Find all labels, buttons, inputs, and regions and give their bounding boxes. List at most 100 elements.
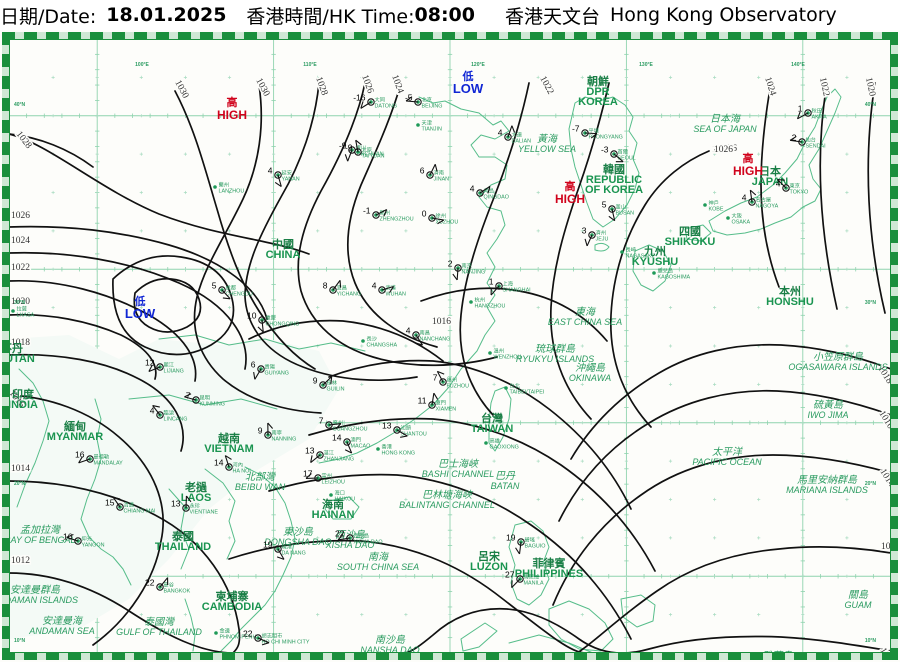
country-label-cn: 老撾 xyxy=(184,480,207,494)
station-marker xyxy=(703,203,707,207)
station-circle xyxy=(274,171,282,179)
station-temperature: 1 xyxy=(798,104,803,114)
grid-coordinate-label: 30°N xyxy=(14,300,26,306)
station-circle xyxy=(748,198,756,206)
station-name-cn: 鄭州 xyxy=(380,209,390,217)
grid-dot xyxy=(845,114,849,118)
station-name-cn: 濟南 xyxy=(434,169,444,177)
station-temperature: 5 xyxy=(212,281,217,291)
wind-barb-feather xyxy=(487,186,491,194)
station-name-cn: 東京 xyxy=(790,182,800,190)
wind-barb-shaft xyxy=(346,441,353,454)
station-name-en: MACAO xyxy=(351,444,371,450)
grid-dot xyxy=(624,344,628,348)
station-name-en: LINCANG xyxy=(164,417,188,423)
wind-barb-shaft xyxy=(431,393,435,406)
isobar xyxy=(328,359,632,510)
station-name-cn: 銀川 xyxy=(356,144,366,152)
grid-dot xyxy=(360,497,364,502)
station-name-en: SHANGHAI xyxy=(503,288,531,294)
station-temperature: 13 xyxy=(171,499,181,509)
station-name-cn: 湛江 xyxy=(324,450,334,457)
grid-dot xyxy=(448,306,452,310)
wind-barb-shaft xyxy=(152,405,161,416)
isobar-label: 1030 xyxy=(253,77,271,99)
wind-barb-shaft xyxy=(355,140,359,153)
station-name-en: MANDALAY xyxy=(94,461,124,467)
wind-barb-feather xyxy=(344,154,349,162)
grid-dot xyxy=(624,229,628,233)
isobar-label: 1026 xyxy=(718,144,737,154)
isobar xyxy=(404,607,891,653)
station-marker xyxy=(488,351,492,355)
grid-dot xyxy=(713,306,717,310)
station-temperature: -3 xyxy=(601,145,609,155)
island-label-cn: 小笠原群島 xyxy=(813,351,864,363)
wind-barb-shaft xyxy=(415,334,423,346)
station-name-en: BUSAN xyxy=(616,211,635,217)
grid-dot xyxy=(757,382,761,386)
coastline xyxy=(128,394,278,410)
station-temperature: 14 xyxy=(214,458,224,468)
grid-dot xyxy=(668,75,673,79)
country-label-cn: 中國 xyxy=(272,237,294,251)
isobar-label: 1016 xyxy=(432,317,451,327)
grid-dot xyxy=(316,267,320,271)
wind-barb-shaft xyxy=(511,578,521,589)
station-name-en: HAIKOU xyxy=(335,497,356,503)
border-bottom xyxy=(2,653,898,660)
station-name-en: QINGDAO xyxy=(484,195,509,201)
station-name-en: NAGOYA xyxy=(756,204,779,210)
wind-barb-shaft xyxy=(611,208,616,221)
grid-dot xyxy=(404,75,408,79)
station-plot: 廣州GUANGZHOU 7 xyxy=(319,416,368,433)
isobar-label: 1028 xyxy=(313,76,329,98)
station-name-cn: 鹿兒島 xyxy=(658,267,674,275)
grid-dot xyxy=(404,267,408,271)
grid-dot xyxy=(845,229,849,233)
station-marker xyxy=(214,631,218,635)
sea-label-cn: 巴林塘海峽 xyxy=(422,489,474,501)
grid-dot xyxy=(845,382,849,386)
coastline xyxy=(594,242,610,252)
station-temperature: 27 xyxy=(505,570,515,580)
grid-dot xyxy=(713,382,717,386)
station-name-en: NANNING xyxy=(272,437,297,443)
grid-dot xyxy=(95,114,99,118)
station-name-en: CHIANG MAI xyxy=(124,509,156,515)
grid-coordinate-label: 40°N xyxy=(14,102,26,108)
station-circle xyxy=(517,538,525,546)
sea-label-cn: 日本海 xyxy=(710,113,742,125)
station-name-en: LEIZHOU xyxy=(322,480,345,486)
grid-dot xyxy=(580,382,584,386)
sea-label-en: GULF OF THAILAND xyxy=(116,627,202,637)
country-label-cn: 緬甸 xyxy=(64,419,86,433)
grid-dot xyxy=(492,344,496,348)
grid-dot xyxy=(801,152,805,156)
grid-dot xyxy=(139,229,143,233)
island-label-en: BATAN xyxy=(491,481,520,491)
grid-dot xyxy=(536,497,540,502)
grid-dot xyxy=(845,536,849,540)
grid-dot xyxy=(360,229,364,233)
station-name-en: VIENTIANE xyxy=(190,510,219,516)
high-symbol-cn: 高 xyxy=(565,179,576,193)
grid-coordinate-label: 40°N xyxy=(865,102,877,108)
station-name-en: XUZHOU xyxy=(436,220,459,226)
grid-dot xyxy=(801,229,805,233)
grid-dot xyxy=(95,75,99,79)
station-name-cn: 神戶 xyxy=(709,199,719,207)
station-name-cn: 徐州 xyxy=(436,212,446,220)
